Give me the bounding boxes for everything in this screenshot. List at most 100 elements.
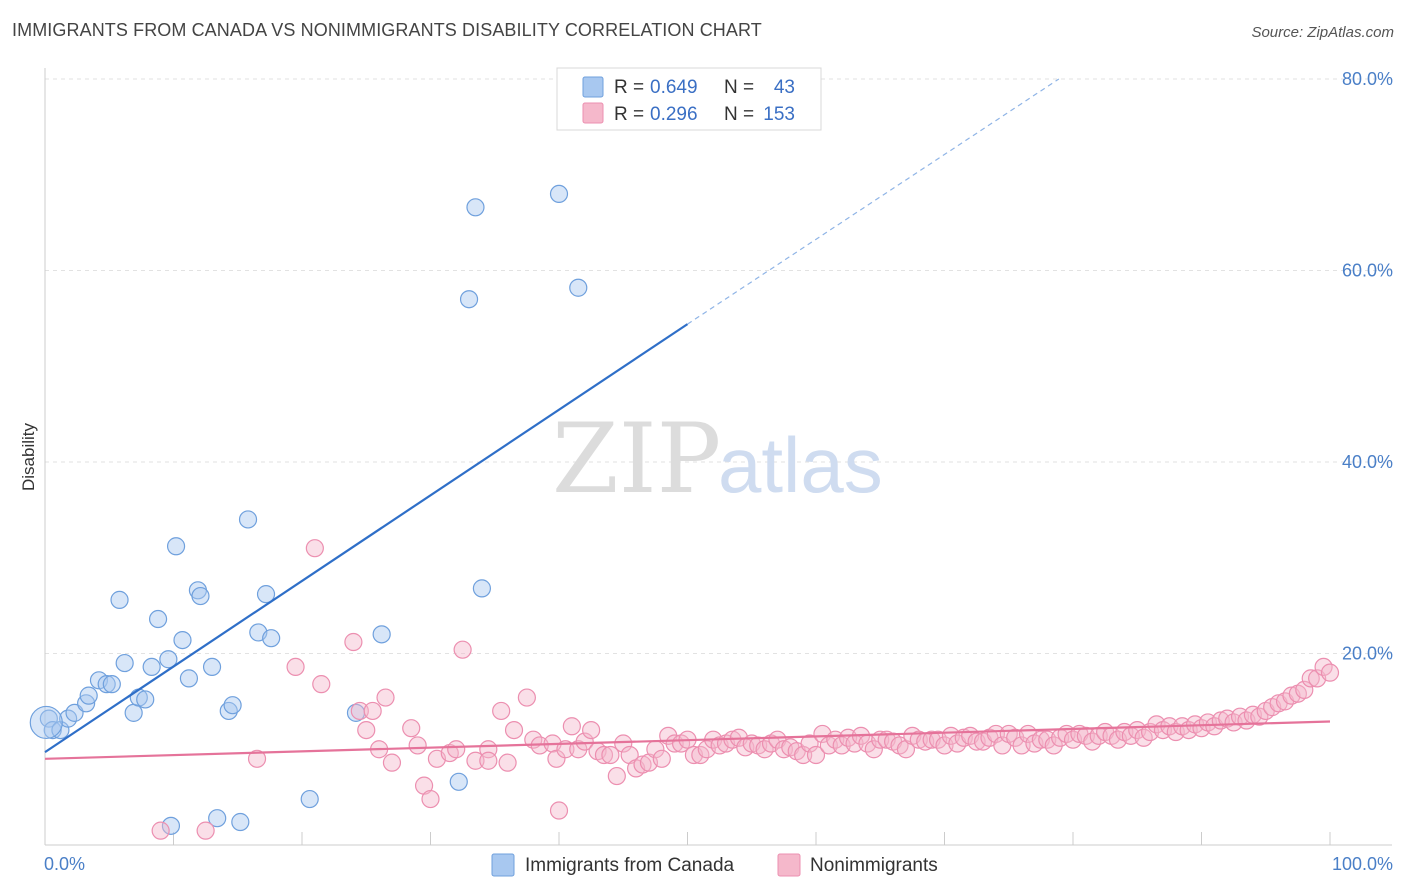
x-tick-label: 0.0% <box>44 854 85 874</box>
point-immigrants <box>115 653 134 673</box>
series-immigrants-points <box>29 184 588 835</box>
watermark-zip: ZIP <box>552 403 721 515</box>
point-immigrants <box>97 675 116 694</box>
point-nonimmigrants <box>247 749 267 768</box>
point-immigrants <box>102 675 121 694</box>
point-immigrants <box>208 809 227 828</box>
point-immigrants <box>449 772 468 791</box>
point-nonimmigrants <box>492 701 511 721</box>
legend-bottom-label-nonimmigrants: Nonimmigrants <box>810 855 938 876</box>
point-nonimmigrants <box>151 821 170 840</box>
point-immigrants <box>173 630 192 650</box>
legend-n-value: 43 <box>774 77 795 98</box>
point-immigrants <box>238 510 258 529</box>
point-nonimmigrants <box>363 701 382 721</box>
point-immigrants <box>466 198 485 217</box>
point-immigrants <box>202 657 222 677</box>
point-nonimmigrants <box>800 734 819 753</box>
point-immigrants <box>159 650 178 669</box>
point-immigrants <box>110 590 129 609</box>
point-immigrants <box>223 696 242 715</box>
point-nonimmigrants <box>357 720 376 740</box>
point-nonimmigrants <box>350 701 369 721</box>
y-tick-label: 60.0% <box>1342 261 1393 281</box>
point-nonimmigrants <box>794 745 813 765</box>
legend-swatch-nonimmigrants <box>582 102 604 124</box>
point-nonimmigrants <box>556 740 575 759</box>
x-tick-labels: 0.0% 100.0% <box>44 854 1393 874</box>
point-nonimmigrants <box>633 755 652 774</box>
point-nonimmigrants <box>286 657 305 677</box>
point-immigrants <box>166 537 186 556</box>
point-nonimmigrants <box>479 751 498 770</box>
point-nonimmigrants <box>517 688 536 707</box>
point-nonimmigrants <box>1301 669 1320 688</box>
point-nonimmigrants <box>408 736 427 755</box>
point-immigrants <box>161 816 181 835</box>
point-immigrants <box>256 585 276 604</box>
source-label: Source: ZipAtlas.com <box>1251 24 1394 41</box>
point-nonimmigrants <box>447 740 466 759</box>
trend-line-immigrants-extension <box>687 78 1060 325</box>
point-immigrants <box>29 705 63 740</box>
point-nonimmigrants <box>986 724 1006 744</box>
point-immigrants <box>179 669 199 688</box>
point-nonimmigrants <box>1295 680 1314 699</box>
point-immigrants <box>142 657 161 677</box>
point-nonimmigrants <box>196 821 215 840</box>
y-axis-title: Disability <box>19 422 38 491</box>
legend-bottom-label-immigrants: Immigrants from Canada <box>525 855 735 876</box>
point-nonimmigrants <box>594 745 614 765</box>
point-nonimmigrants <box>344 632 363 652</box>
point-immigrants <box>231 812 250 832</box>
point-nonimmigrants <box>582 720 601 740</box>
point-nonimmigrants <box>312 675 331 694</box>
legend-r-value: 0.649 <box>650 77 698 98</box>
point-immigrants <box>124 703 143 722</box>
watermark-atlas: atlas <box>718 421 883 509</box>
grid <box>45 78 1392 654</box>
y-tick-label: 20.0% <box>1342 644 1393 664</box>
point-nonimmigrants <box>305 539 324 558</box>
point-immigrants <box>569 278 588 297</box>
y-tick-labels: 20.0% 40.0% 60.0% 80.0% <box>1342 69 1393 664</box>
point-immigrants <box>136 690 155 709</box>
legend-swatch-immigrants <box>582 76 604 98</box>
y-tick-label: 80.0% <box>1342 69 1393 89</box>
trend-line-immigrants <box>44 323 689 754</box>
point-nonimmigrants <box>549 801 569 820</box>
point-nonimmigrants <box>504 720 524 740</box>
point-nonimmigrants <box>614 734 633 753</box>
point-immigrants <box>191 586 210 606</box>
point-immigrants <box>39 709 58 728</box>
point-immigrants <box>549 184 569 203</box>
point-nonimmigrants <box>402 719 421 738</box>
point-nonimmigrants <box>382 753 402 772</box>
point-nonimmigrants <box>562 717 581 736</box>
point-immigrants <box>300 789 319 809</box>
legend-r-label: R = <box>614 77 644 98</box>
legend-bottom: Immigrants from Canada Nonimmigrants <box>491 853 938 877</box>
point-immigrants <box>459 290 479 309</box>
point-immigrants <box>262 629 281 648</box>
point-nonimmigrants <box>466 751 485 770</box>
y-tick-label: 40.0% <box>1342 452 1393 472</box>
point-nonimmigrants <box>376 688 395 707</box>
legend-n-value: 153 <box>763 104 795 125</box>
point-nonimmigrants <box>453 640 472 659</box>
point-nonimmigrants <box>864 740 883 759</box>
legend-top: R = 0.649 N = 43 R = 0.296 N = 153 <box>556 67 822 131</box>
point-immigrants <box>148 609 168 629</box>
legend-n-label: N = <box>724 104 754 125</box>
legend-r-value: 0.296 <box>650 104 698 125</box>
point-nonimmigrants <box>1320 663 1340 682</box>
chart-title: IMMIGRANTS FROM CANADA VS NONIMMIGRANTS … <box>12 20 762 40</box>
point-nonimmigrants <box>607 766 626 786</box>
legend-bottom-swatch-nonimmigrants <box>777 853 801 877</box>
watermark: ZIP atlas <box>552 403 883 515</box>
point-nonimmigrants <box>652 749 671 768</box>
point-immigrants <box>79 686 98 705</box>
trend-line-nonimmigrants <box>44 720 1331 760</box>
point-nonimmigrants <box>421 789 440 809</box>
